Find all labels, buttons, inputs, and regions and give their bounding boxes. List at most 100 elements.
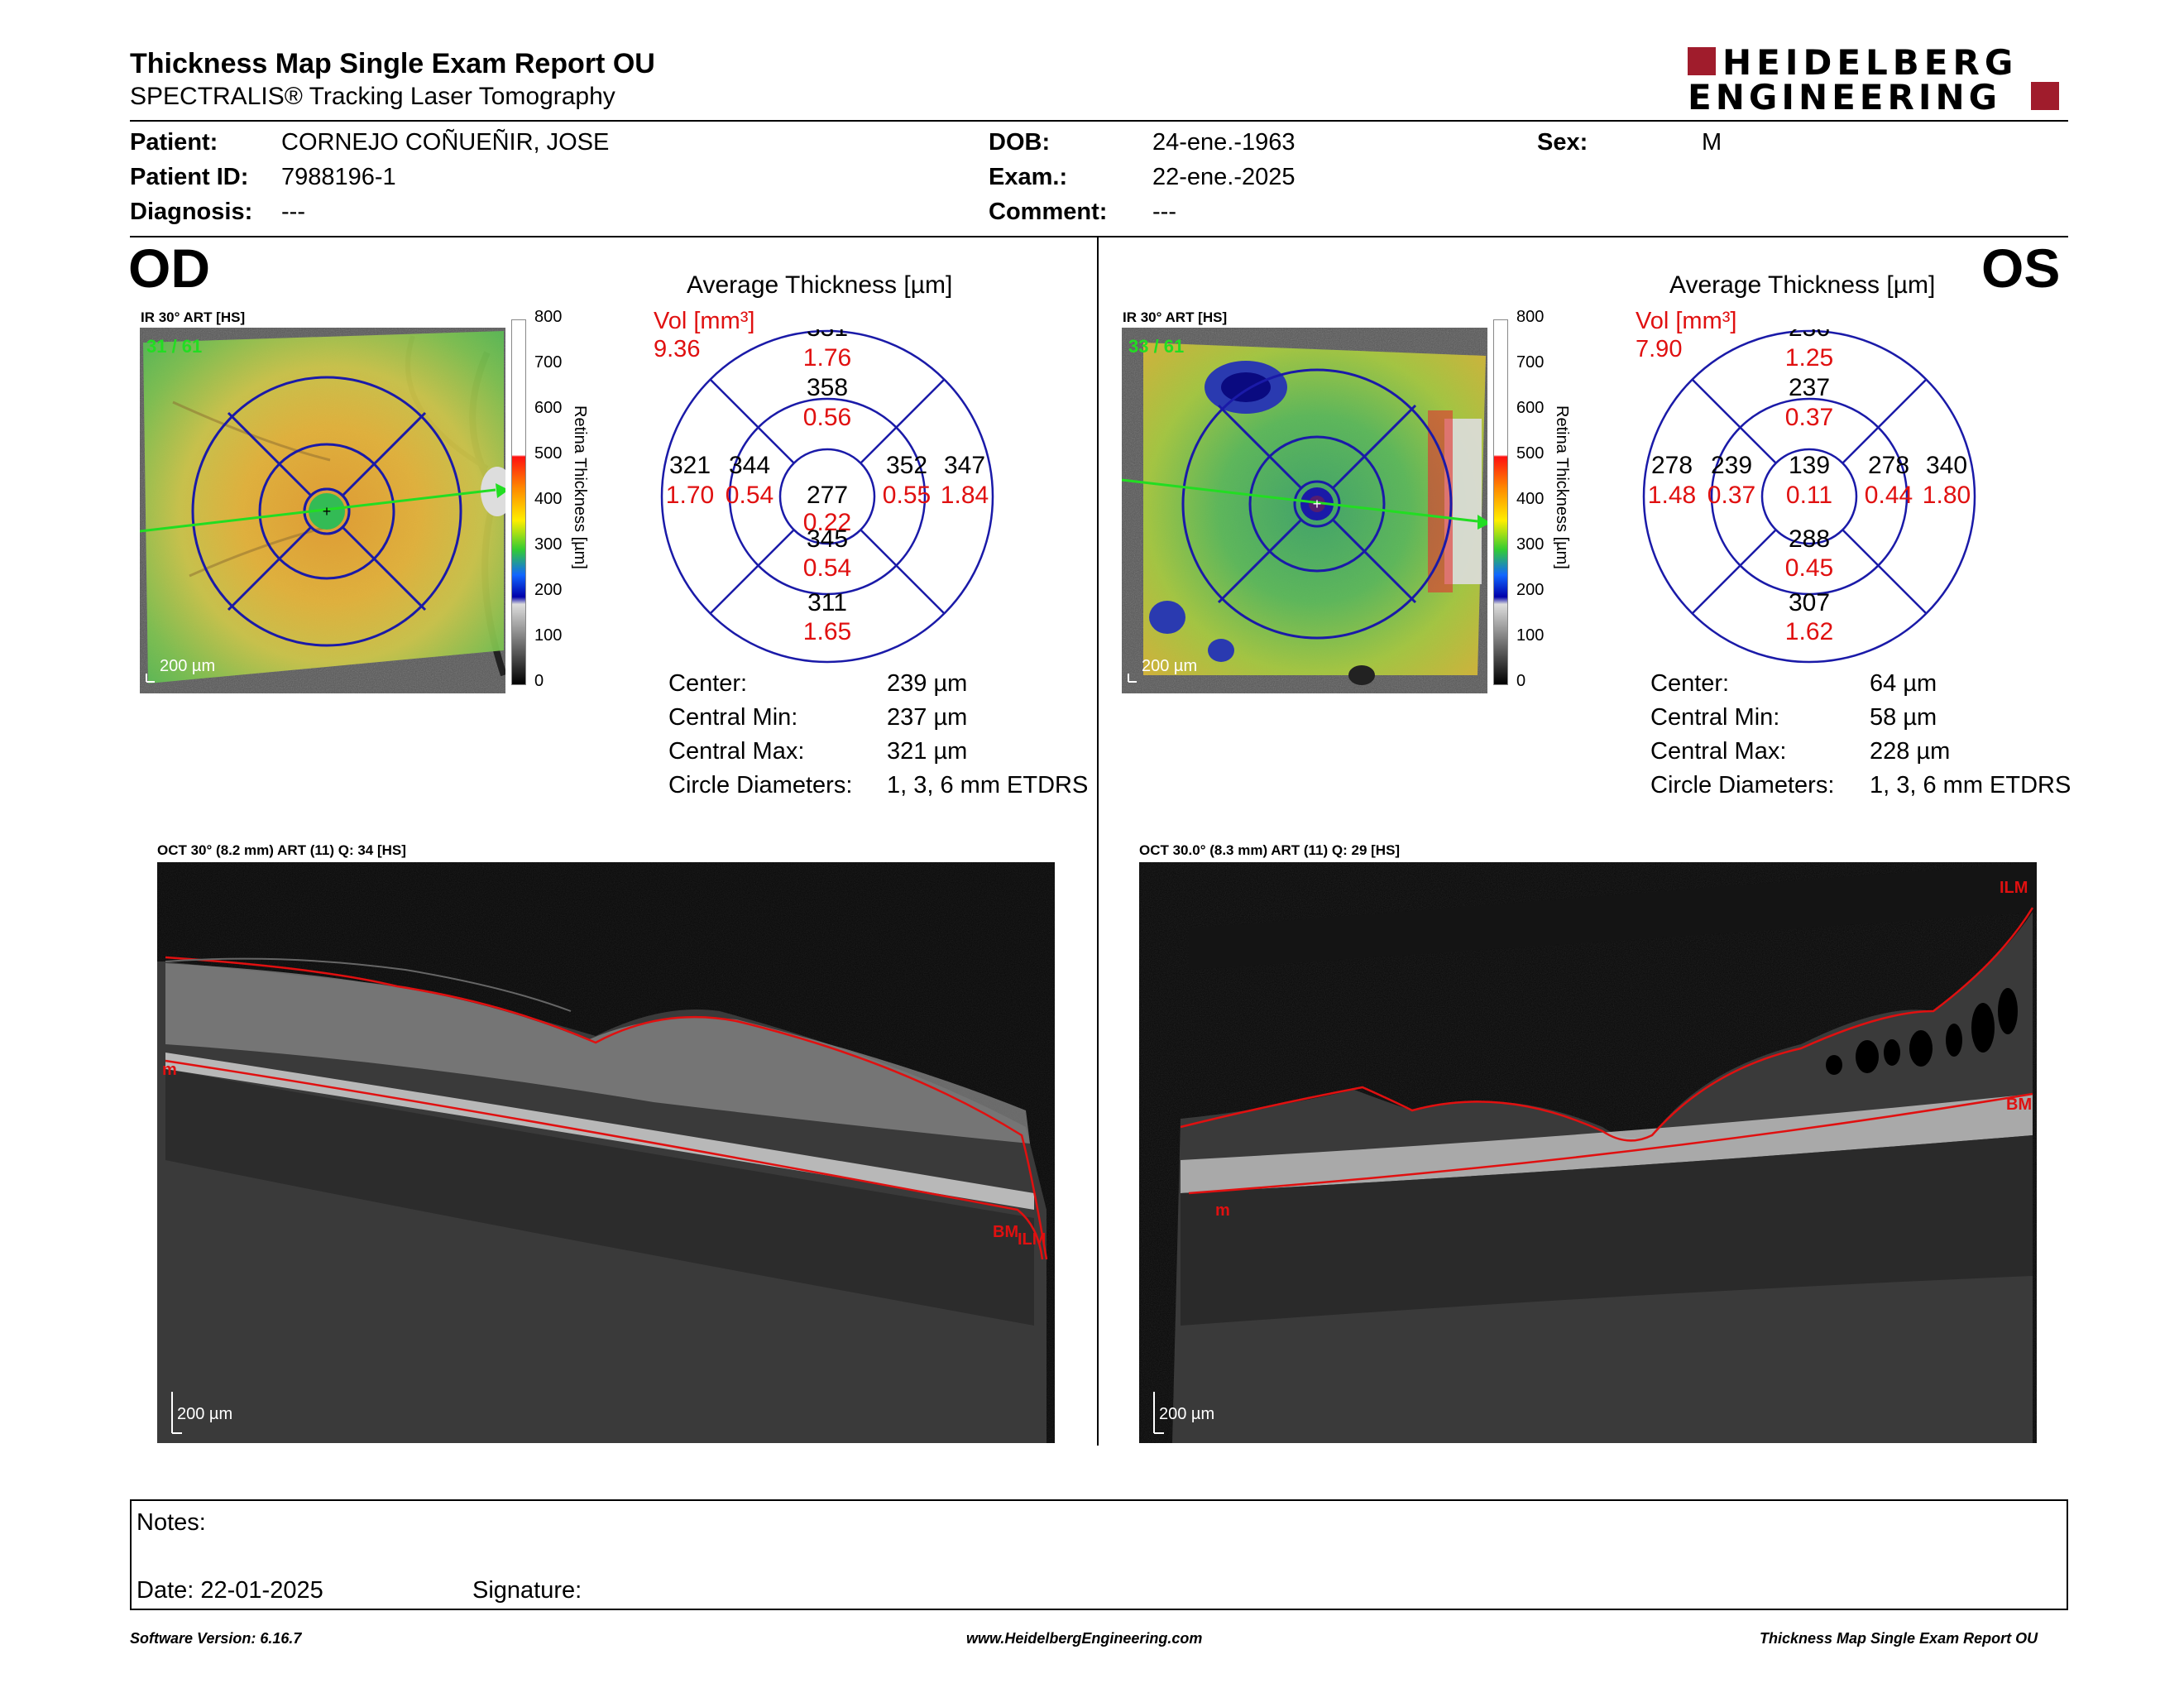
od-tick: 800 — [534, 308, 563, 326]
os-inner-superior-thickness: 237 — [1789, 374, 1830, 401]
os-eye-label: OS — [1981, 237, 2061, 299]
svg-text:0.37: 0.37 — [1707, 482, 1755, 509]
svg-text:277: 277 — [807, 482, 848, 509]
os-outer-inferior-volume: 1.62 — [1785, 618, 1833, 645]
od-outer-inferior-volume: 1.65 — [803, 618, 851, 645]
footer-software-version: Software Version: 6.16.7 — [130, 1630, 302, 1647]
os-center-volume: 0.11 — [1786, 482, 1832, 509]
footer-website[interactable]: www.HeidelbergEngineering.com — [966, 1630, 1203, 1647]
svg-text:0.56: 0.56 — [803, 404, 851, 431]
od-outer-left-volume: 1.70 — [666, 482, 714, 509]
svg-text:278: 278 — [1868, 452, 1909, 479]
od-diam-value: 1, 3, 6 mm ETDRS — [887, 772, 1089, 798]
od-outer-right-volume: 1.84 — [941, 482, 989, 509]
os-oct-bscan: ILM BM m 200 µm — [1139, 862, 2037, 1443]
svg-text:0.54: 0.54 — [803, 554, 851, 582]
od-oct-label-m: m — [162, 1061, 177, 1079]
os-tick: 500 — [1516, 444, 1545, 463]
diagnosis-label: Diagnosis: — [130, 199, 253, 225]
logo-line1: HEIDELBERG — [1722, 42, 2019, 83]
sex-value: M — [1702, 129, 1722, 156]
os-inner-right-thickness: 278 — [1868, 452, 1909, 479]
svg-text:0.37: 0.37 — [1785, 404, 1833, 431]
os-oct-caption: OCT 30.0° (8.3 mm) ART (11) Q: 29 [HS] — [1139, 842, 1401, 858]
svg-text:+: + — [1313, 496, 1322, 512]
os-tick: 700 — [1516, 353, 1545, 372]
os-vol-label: Vol [mm³] — [1636, 308, 1737, 334]
svg-text:288: 288 — [1789, 525, 1830, 553]
od-inner-left-volume: 0.54 — [726, 482, 774, 509]
od-center-value: 239 µm — [887, 670, 968, 697]
os-oct-label-ilm: ILM — [2000, 879, 2028, 897]
patient-label: Patient: — [130, 129, 218, 156]
od-avg-title: Average Thickness [µm] — [687, 271, 953, 299]
od-inner-right-thickness: 352 — [886, 452, 927, 479]
os-outer-superior-thickness: 236 — [1789, 329, 1830, 342]
dob-label: DOB: — [989, 129, 1051, 156]
od-center-volume: 0.22 — [803, 509, 851, 536]
od-colorbar-ticks: 800 700 600 500 400 300 200 100 0 — [529, 308, 579, 697]
od-inner-superior-volume: 0.56 — [803, 404, 851, 431]
os-colorbar-label: Retina Thickness [µm] — [1553, 405, 1571, 569]
svg-text:358: 358 — [807, 374, 848, 401]
os-max-value: 228 µm — [1870, 738, 1951, 765]
svg-text:307: 307 — [1789, 589, 1830, 616]
os-inner-inferior-thickness: 288 — [1789, 525, 1830, 553]
od-tick: 600 — [534, 399, 563, 417]
os-inner-inferior-volume: 0.45 — [1785, 554, 1833, 582]
svg-text:0.45: 0.45 — [1785, 554, 1833, 582]
report-title: Thickness Map Single Exam Report OU — [130, 48, 655, 79]
os-avg-title: Average Thickness [µm] — [1669, 271, 1936, 299]
svg-text:0.11: 0.11 — [1786, 482, 1832, 509]
svg-text:1.84: 1.84 — [941, 482, 989, 509]
od-max-value: 321 µm — [887, 738, 968, 765]
os-center-label: Center: — [1650, 670, 1730, 697]
svg-text:0.55: 0.55 — [883, 482, 931, 509]
od-ir-caption: IR 30° ART [HS] — [141, 309, 246, 325]
od-tick: 100 — [534, 626, 563, 645]
os-outer-right-thickness: 340 — [1926, 452, 1967, 479]
svg-text:0.44: 0.44 — [1865, 482, 1913, 509]
os-colorbar-ticks: 800 700 600 500 400 300 200 100 0 — [1511, 308, 1561, 697]
od-fundus-image: + 31 / 61 200 µm — [139, 328, 514, 693]
os-outer-right-volume: 1.80 — [1923, 482, 1971, 509]
exam-value: 22-ene.-2025 — [1152, 164, 1296, 190]
svg-text:237: 237 — [1789, 374, 1830, 401]
svg-text:139: 139 — [1789, 452, 1830, 479]
os-tick: 600 — [1516, 399, 1545, 417]
od-vol-total: 9.36 — [654, 336, 701, 362]
od-inner-inferior-thickness: 345 — [807, 525, 848, 553]
os-diam-value: 1, 3, 6 mm ETDRS — [1870, 772, 2071, 798]
svg-text:1.62: 1.62 — [1785, 618, 1833, 645]
svg-text:236: 236 — [1789, 329, 1830, 342]
os-inner-left-volume: 0.37 — [1707, 482, 1755, 509]
os-fundus-image: + 33 / 61 200 µm — [1121, 328, 1491, 693]
patient-id-label: Patient ID: — [130, 164, 249, 190]
os-oct-label-bm: BM — [2006, 1096, 2033, 1114]
eye-divider — [1097, 237, 1099, 1446]
os-diam-label: Circle Diameters: — [1650, 772, 1835, 798]
od-outer-superior-volume: 1.76 — [803, 344, 851, 372]
svg-text:+: + — [323, 503, 332, 520]
svg-text:1.80: 1.80 — [1923, 482, 1971, 509]
os-inner-left-thickness: 239 — [1711, 452, 1752, 479]
os-oct-label-m: m — [1215, 1201, 1230, 1220]
os-ir-scale: 200 µm — [1142, 657, 1198, 675]
svg-text:345: 345 — [807, 525, 848, 553]
svg-text:1.76: 1.76 — [803, 344, 851, 372]
comment-label: Comment: — [989, 199, 1108, 225]
os-outer-left-volume: 1.48 — [1648, 482, 1696, 509]
od-min-label: Central Min: — [668, 704, 798, 731]
os-outer-superior-volume: 1.25 — [1785, 344, 1833, 372]
od-oct-label-ilm: ILM — [1018, 1230, 1046, 1249]
notes-box[interactable]: Notes: Date: 22-01-2025 Signature: — [130, 1499, 2068, 1610]
od-min-value: 237 µm — [887, 704, 968, 731]
exam-label: Exam.: — [989, 164, 1068, 190]
os-max-label: Central Max: — [1650, 738, 1787, 765]
od-colorbar — [511, 319, 526, 685]
od-inner-left-thickness: 344 — [729, 452, 770, 479]
os-center-value: 64 µm — [1870, 670, 1937, 697]
svg-text:1.48: 1.48 — [1648, 482, 1696, 509]
od-tick: 0 — [534, 672, 544, 690]
notes-label: Notes: — [136, 1509, 206, 1536]
